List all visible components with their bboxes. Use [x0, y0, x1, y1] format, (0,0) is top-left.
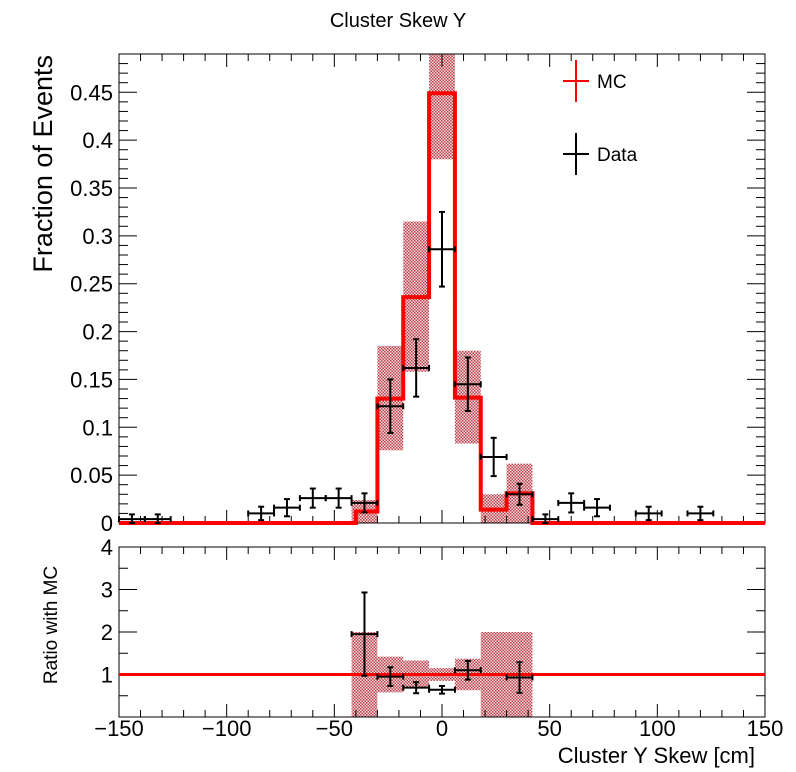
- y-tick-label: 0.25: [70, 272, 113, 297]
- ratio-point: [453, 659, 482, 681]
- ratio-point: [428, 684, 456, 695]
- data-point: [428, 210, 456, 288]
- chart-title: Cluster Skew Y: [330, 10, 466, 32]
- data-point: [531, 513, 560, 524]
- y-tick-label: 0.1: [82, 415, 113, 440]
- data-points: [118, 210, 715, 524]
- ratio-points: [350, 591, 534, 695]
- x-tick-label: 50: [537, 716, 561, 741]
- y-tick-label: 0.3: [82, 224, 113, 249]
- data-point: [247, 505, 276, 522]
- ratio-y-tick-label: 2: [101, 620, 113, 645]
- y-tick-label: 0.45: [70, 80, 113, 105]
- data-point: [686, 505, 715, 522]
- x-tick-label: −100: [202, 716, 252, 741]
- data-point: [143, 513, 172, 524]
- data-point: [557, 492, 586, 514]
- data-point: [324, 487, 353, 509]
- x-tick-labels: −150 −100 −50 0 50 100 150: [94, 716, 783, 741]
- ratio-y-tick-labels: 1 2 3 4: [101, 535, 113, 688]
- y-tick-label: 0.4: [82, 128, 113, 153]
- ratio-y-tick-label: 4: [101, 535, 113, 560]
- y-tick-label: 0: [101, 511, 113, 536]
- y-tick-labels: 0 0.05 0.1 0.15 0.2 0.25 0.3 0.35 0.4 0.45: [70, 80, 113, 536]
- main-plot-axes: [118, 53, 766, 524]
- y-tick-label: 0.35: [70, 176, 113, 201]
- data-point: [583, 498, 611, 518]
- y-axis-label: Fraction of Events: [28, 55, 58, 273]
- main-plot-panel: 0 0.05 0.1 0.15 0.2 0.25 0.3 0.35 0.4 0.45 Fracti…: [28, 53, 766, 536]
- x-tick-label: 150: [747, 716, 784, 741]
- legend-mc-label: MC: [597, 72, 627, 93]
- data-point: [505, 482, 534, 506]
- x-tick-label: 100: [639, 716, 676, 741]
- data-point: [298, 487, 327, 509]
- x-tick-label: −150: [94, 716, 144, 741]
- ratio-y-axis-label: Ratio with MC: [41, 566, 62, 684]
- ratio-point: [402, 681, 431, 695]
- data-point: [634, 505, 663, 522]
- data-point: [273, 498, 301, 518]
- legend: MC Data: [563, 60, 638, 175]
- ratio-point: [350, 591, 379, 677]
- ratio-y-tick-label: 1: [101, 663, 113, 688]
- ratio-point: [376, 666, 405, 687]
- y-tick-label: 0.05: [70, 463, 113, 488]
- data-point: [453, 356, 482, 413]
- data-point: [479, 436, 508, 478]
- y-tick-label: 0.15: [70, 367, 113, 392]
- y-tick-label: 0.2: [82, 320, 113, 345]
- legend-data-label: Data: [597, 145, 638, 166]
- data-point: [402, 338, 431, 398]
- data-point: [376, 378, 405, 435]
- x-axis-label: Cluster Y Skew [cm]: [558, 743, 755, 768]
- x-tick-label: 0: [436, 716, 448, 741]
- ratio-point: [505, 661, 534, 694]
- x-tick-label: −50: [316, 716, 353, 741]
- data-point: [350, 492, 379, 514]
- ratio-y-tick-label: 3: [101, 578, 113, 603]
- mc-band-bin: [429, 54, 455, 160]
